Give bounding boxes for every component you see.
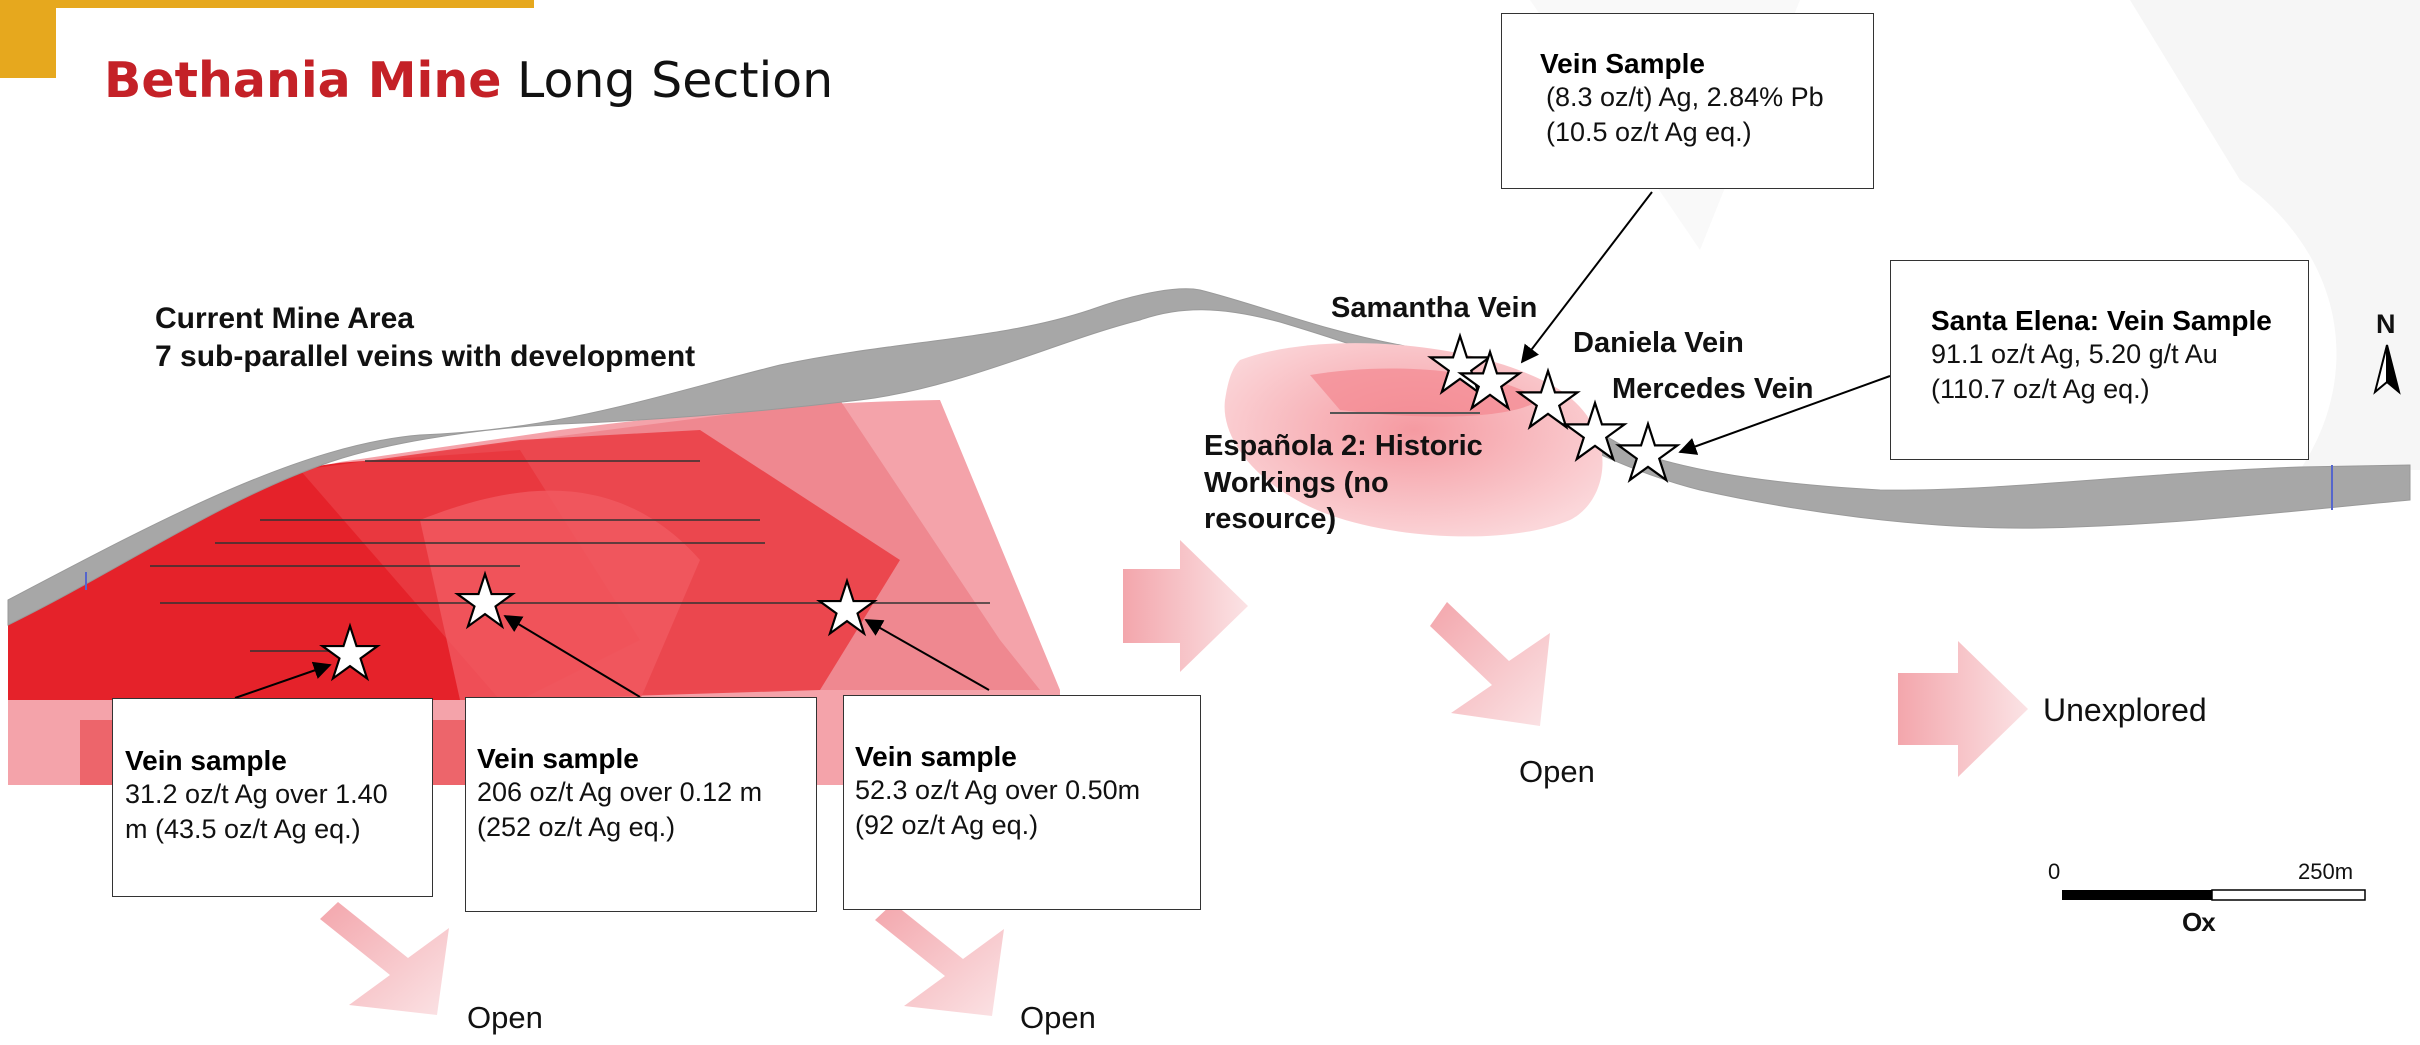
espanola-label: Española 2: Historic Workings (no resour… — [1204, 428, 1483, 538]
santa-elena-box: Santa Elena: Vein Sample 91.1 oz/t Ag, 5… — [1890, 260, 2309, 460]
santa-elena-heading: Santa Elena: Vein Sample — [1931, 305, 2272, 336]
sample-box-line: 31.2 oz/t Ag over 1.40 — [125, 779, 388, 809]
top-sample-line: (8.3 oz/t) Ag, 2.84% Pb — [1546, 82, 1824, 112]
sample-star — [1427, 332, 1493, 396]
sample-box-heading: Vein sample — [125, 745, 287, 776]
title-highlight: Bethania Mine — [104, 52, 502, 109]
open-label: Open — [1519, 754, 1595, 789]
sample-box-2: Vein sample 206 oz/t Ag over 0.12 m (252… — [465, 697, 817, 912]
scale-start-label: 0 — [2048, 859, 2061, 884]
sample-box-heading: Vein sample — [855, 741, 1017, 772]
leader-lines — [234, 191, 1891, 699]
espanola-line3: resource) — [1204, 503, 1337, 536]
open-arrow — [320, 902, 449, 1015]
unexplored-label: Unexplored — [2043, 692, 2207, 728]
sample-star — [1515, 367, 1581, 431]
espanola-line1: Española 2: Historic — [1204, 430, 1483, 462]
surface-topography — [7, 288, 2411, 626]
expansion-arrow — [1123, 540, 1248, 672]
sample-star — [1615, 420, 1681, 484]
sample-star — [454, 570, 516, 630]
espanola-line2: Workings (no — [1204, 466, 1389, 499]
background-watermark — [2130, 0, 2420, 470]
current-mine-area-line1: Current Mine Area — [155, 302, 414, 335]
sample-box-line: (92 oz/t Ag eq.) — [855, 809, 1039, 840]
daniela-vein-label: Daniela Vein — [1573, 327, 1744, 359]
sample-box-1: Vein sample 31.2 oz/t Ag over 1.40 m (43… — [112, 698, 433, 897]
accent-block — [0, 0, 56, 78]
sample-box-line: (252 oz/t Ag eq.) — [477, 811, 676, 842]
mercedes-vein-label: Mercedes Vein — [1612, 373, 1814, 405]
page-title: Bethania Mine Long Section — [104, 52, 833, 109]
title-rest: Long Section — [517, 52, 834, 109]
open-label: Open — [1020, 1000, 1096, 1035]
sample-box-line: 206 oz/t Ag over 0.12 m — [477, 777, 763, 807]
sample-box-3: Vein sample 52.3 oz/t Ag over 0.50m (92 … — [843, 695, 1201, 910]
company-logo: Ox — [2182, 907, 2216, 937]
sample-star — [319, 622, 381, 682]
sample-star — [1457, 348, 1523, 412]
santa-elena-line: (110.7 oz/t Ag eq.) — [1931, 373, 2150, 404]
sample-stars — [319, 332, 1681, 682]
unexplored-arrow — [1898, 641, 2028, 777]
sample-box-line: m (43.5 oz/t Ag eq.) — [125, 813, 361, 844]
north-label: N — [2376, 309, 2396, 339]
current-mine-area-label: Current Mine Area 7 sub-parallel veins w… — [155, 300, 695, 377]
current-mine-area-line2: 7 sub-parallel veins with development — [155, 340, 696, 374]
top-sample-heading: Vein Sample — [1540, 48, 1705, 79]
top-sample-box: Vein Sample (8.3 oz/t) Ag, 2.84% Pb (10.… — [1501, 13, 1874, 189]
open-arrow — [875, 903, 1004, 1016]
samantha-vein-label: Samantha Vein — [1331, 292, 1538, 324]
open-label: Open — [467, 1000, 543, 1035]
open-arrow — [1430, 602, 1550, 726]
north-arrow-icon — [2373, 344, 2401, 395]
sample-star — [1562, 399, 1628, 463]
santa-elena-line: 91.1 oz/t Ag, 5.20 g/t Au — [1931, 339, 2218, 369]
scale-bar — [2062, 889, 2366, 901]
sample-box-heading: Vein sample — [477, 743, 639, 774]
sample-box-line: 52.3 oz/t Ag over 0.50m — [855, 775, 1141, 805]
top-sample-line: (10.5 oz/t Ag eq.) — [1546, 116, 1752, 147]
sample-star — [816, 577, 878, 637]
accent-bar — [56, 0, 534, 8]
scale-end-label: 250m — [2298, 859, 2354, 884]
